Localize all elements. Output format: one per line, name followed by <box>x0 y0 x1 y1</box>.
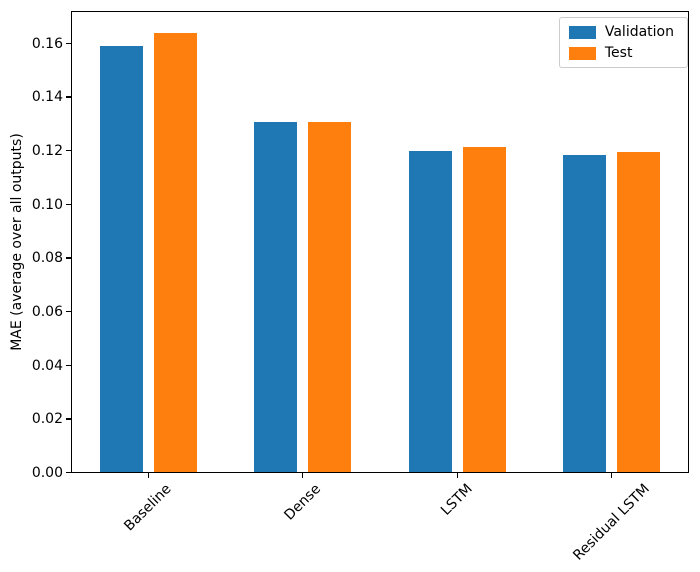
y-tick-mark <box>66 311 71 313</box>
legend-label-test: Test <box>604 45 633 61</box>
x-tick-label: Baseline <box>121 481 175 535</box>
bar-validation-residual-lstm <box>563 155 607 473</box>
y-tick-mark <box>66 96 71 98</box>
y-tick-mark <box>66 472 71 474</box>
x-tick-mark <box>302 473 304 478</box>
y-tick-mark <box>66 203 71 205</box>
legend-item-test: Test <box>568 45 678 61</box>
x-tick-mark <box>611 473 613 478</box>
legend-swatch-validation <box>568 25 596 39</box>
y-tick-label: 0.12 <box>31 143 63 160</box>
y-tick-label: 0.08 <box>31 250 63 267</box>
legend-label-validation: Validation <box>604 24 674 40</box>
bar-test-dense <box>308 121 352 473</box>
bar-test-baseline <box>153 33 197 473</box>
bar-validation-lstm <box>408 151 452 473</box>
y-tick-label: 0.06 <box>31 304 63 321</box>
legend-item-validation: Validation <box>568 24 678 40</box>
y-tick-label: 0.04 <box>31 357 63 374</box>
bar-test-lstm <box>462 147 506 473</box>
x-tick-mark <box>147 473 149 478</box>
x-tick-mark <box>456 473 458 478</box>
y-tick-label: 0.16 <box>31 35 63 52</box>
y-tick-mark <box>66 364 71 366</box>
y-tick-mark <box>66 418 71 420</box>
bar-validation-baseline <box>99 46 143 473</box>
bar-test-residual-lstm <box>617 152 661 473</box>
bar-validation-dense <box>254 121 298 473</box>
y-tick-label: 0.14 <box>31 89 63 106</box>
x-tick-label: LSTM <box>438 481 476 519</box>
y-tick-label: 0.00 <box>31 465 63 481</box>
legend-swatch-test <box>568 46 596 60</box>
y-tick-label: 0.10 <box>31 196 63 213</box>
legend: Validation Test <box>558 17 688 68</box>
y-tick-label: 0.02 <box>31 411 63 428</box>
y-tick-mark <box>66 42 71 44</box>
x-tick-label: Dense <box>281 481 324 524</box>
y-tick-mark <box>66 150 71 152</box>
x-tick-label: Residual LSTM <box>570 481 653 564</box>
y-tick-mark <box>66 257 71 259</box>
